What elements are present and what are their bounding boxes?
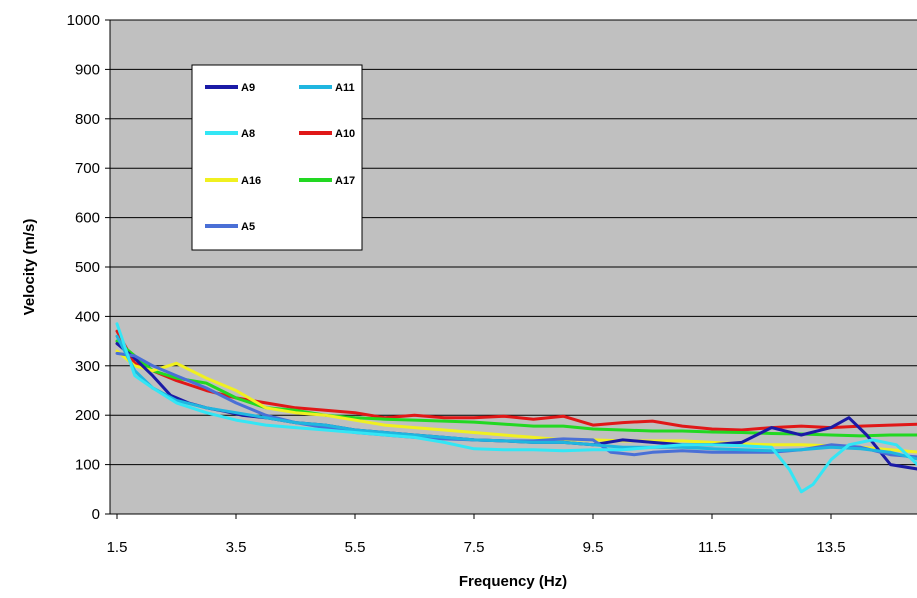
y-tick-label: 1000	[67, 12, 100, 29]
x-tick-label: 9.5	[583, 539, 604, 556]
series-lines	[115, 322, 917, 494]
y-tick-label: 700	[75, 160, 100, 177]
x-tick-label: 13.5	[816, 539, 845, 556]
x-tick-label: 7.5	[464, 539, 485, 556]
x-tick-label: 11.5	[698, 539, 726, 556]
legend: A9 A11 A8 A10 A16 A17 A5	[191, 64, 363, 251]
x-axis-title: Frequency (Hz)	[459, 573, 567, 590]
series-line-a16	[115, 349, 917, 454]
y-tick-label: 500	[75, 259, 100, 276]
legend-box	[191, 64, 363, 251]
series-line-a11	[115, 334, 917, 461]
y-tick-label: 900	[75, 61, 100, 78]
y-axis-ticks: 0 100 200 300 400 500 600 700 800 900 1000	[67, 12, 110, 523]
y-tick-label: 100	[75, 457, 100, 474]
x-tick-label: 3.5	[226, 539, 247, 556]
series-line-a10	[115, 329, 917, 432]
y-tick-label: 800	[75, 111, 100, 128]
y-axis-title: Velocity (m/s)	[21, 219, 38, 316]
legend-label-a11: A11	[335, 82, 355, 94]
x-tick-label: 5.5	[345, 539, 366, 556]
legend-label-a17: A17	[335, 175, 355, 187]
y-tick-label: 600	[75, 210, 100, 227]
legend-label-a9: A9	[241, 82, 255, 94]
x-axis-ticks: 1.5 3.5 5.5 7.5 9.5 11.5 13.5	[107, 514, 846, 556]
series-line-a8	[115, 322, 917, 494]
y-tick-label: 0	[92, 506, 100, 523]
legend-label-a10: A10	[335, 128, 355, 140]
y-tick-label: 400	[75, 308, 100, 325]
legend-label-a5: A5	[241, 221, 255, 233]
x-tick-label: 1.5	[107, 539, 128, 556]
series-line-a17	[115, 339, 917, 438]
legend-label-a16: A16	[241, 175, 261, 187]
legend-label-a8: A8	[241, 128, 255, 140]
y-tick-label: 200	[75, 407, 100, 424]
y-tick-label: 300	[75, 358, 100, 375]
